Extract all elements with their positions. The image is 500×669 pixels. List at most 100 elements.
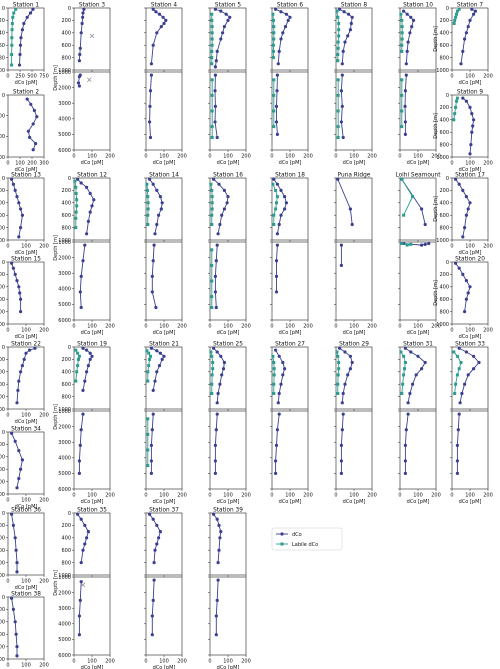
- y-tick-label: 800: [61, 225, 71, 231]
- x-axis-label: dCo [pM]: [15, 334, 38, 340]
- y-tick-label: 600: [0, 467, 5, 473]
- y-tick-label: 6000: [58, 318, 71, 324]
- labile-point: [76, 351, 80, 355]
- labile-point: [210, 93, 214, 97]
- y-tick-label: 40: [0, 31, 5, 37]
- x-tick-label: 0: [208, 154, 211, 160]
- panel-frame: [271, 410, 309, 490]
- labile-point: [403, 361, 407, 364]
- dco-point: [150, 290, 154, 294]
- x-tick-label: 0: [72, 659, 75, 665]
- x-tick-label: 200: [367, 493, 377, 499]
- x-axis-label: dCo [pM]: [343, 160, 366, 166]
- y-tick-label: 2000: [58, 590, 71, 596]
- dco-point: [33, 346, 37, 350]
- y-tick-label: 400: [439, 31, 449, 37]
- y-tick-label: 1000: [436, 322, 449, 328]
- x-tick-label: 100: [285, 324, 295, 330]
- dco-point: [29, 102, 33, 106]
- outlier-marker: [89, 33, 95, 39]
- dco-point: [405, 49, 409, 54]
- labile-point: [337, 361, 341, 364]
- dco-point: [92, 198, 96, 202]
- dco-point: [281, 360, 285, 365]
- dco-point: [410, 25, 414, 29]
- dco-point: [150, 428, 154, 432]
- x-tick-label: 0: [450, 493, 453, 499]
- labile-point: [210, 31, 214, 35]
- dco-point: [213, 471, 217, 475]
- dco-point: [18, 43, 23, 47]
- panel-title: Station 27: [275, 342, 305, 348]
- dco-point: [215, 401, 219, 405]
- x-tick-label: 200: [483, 161, 493, 167]
- dco-point: [77, 471, 81, 475]
- x-tick-label: 100: [21, 413, 31, 419]
- labile-point: [459, 361, 463, 364]
- y-tick-label: 4000: [58, 287, 71, 293]
- dco-point: [213, 274, 217, 278]
- labile-point: [400, 125, 404, 129]
- labile-point: [210, 373, 214, 377]
- dco-point: [339, 89, 343, 93]
- dco-point: [463, 226, 467, 230]
- dco-point: [461, 188, 465, 192]
- dco-point: [160, 357, 164, 361]
- labile-point: [272, 25, 276, 29]
- dco-point: [464, 99, 468, 103]
- labile-point: [452, 22, 456, 25]
- labile-point: [210, 78, 214, 82]
- dco-point: [164, 18, 168, 22]
- dco-point: [222, 25, 226, 29]
- panel-frame: [73, 512, 111, 576]
- labile-point: [14, 7, 18, 11]
- x-axis-label: dCo [pM]: [279, 330, 302, 336]
- x-axis-label: dCo [pM]: [15, 167, 38, 173]
- dco-point: [86, 364, 90, 368]
- dco-point: [403, 132, 407, 136]
- labile-point: [274, 188, 278, 192]
- x-axis-label: dCo [pM]: [217, 160, 240, 166]
- y-tick-label: 6000: [58, 653, 71, 659]
- y-tick-label: 600: [439, 43, 449, 49]
- labile-point: [457, 7, 461, 11]
- dco-point: [151, 412, 155, 416]
- labile-point: [146, 464, 150, 468]
- dco-point: [226, 195, 230, 199]
- y-tick-label: 20: [0, 18, 5, 24]
- labile-point: [453, 112, 457, 116]
- y-tick-label: 60: [0, 43, 5, 49]
- dco-point: [402, 9, 406, 13]
- panel-frame: [73, 410, 111, 490]
- dco-point: [149, 459, 153, 463]
- series-line: [78, 581, 82, 635]
- dco-point: [274, 259, 279, 263]
- panel-title: Puna Ridge: [338, 173, 371, 179]
- dco-point: [158, 195, 162, 199]
- dco-point: [472, 367, 476, 371]
- dco-point: [466, 291, 470, 295]
- y-tick-label: 5000: [58, 132, 71, 138]
- station-panel: 0 100 200: [144, 71, 187, 160]
- y-tick-label: 1000: [436, 68, 449, 74]
- y-tick-label: 800: [439, 225, 449, 231]
- dco-point: [76, 512, 80, 516]
- dco-point: [217, 182, 221, 186]
- panel-title: Station 12: [77, 173, 107, 179]
- station-panel: [398, 177, 437, 242]
- y-tick-label: 800: [61, 560, 71, 566]
- dco-point: [150, 274, 154, 278]
- dco-point: [31, 148, 35, 152]
- labile-point: [337, 34, 341, 38]
- labile-point: [271, 182, 275, 186]
- dco-point: [411, 382, 415, 386]
- labile-point: [210, 56, 214, 60]
- dco-point: [11, 523, 15, 528]
- labile-point: [147, 351, 151, 355]
- panel-frame: [335, 346, 373, 410]
- dco-point: [18, 291, 22, 295]
- y-tick-label: 100: [0, 68, 5, 74]
- labile-point: [74, 226, 78, 230]
- y-tick-label: 600: [0, 382, 5, 388]
